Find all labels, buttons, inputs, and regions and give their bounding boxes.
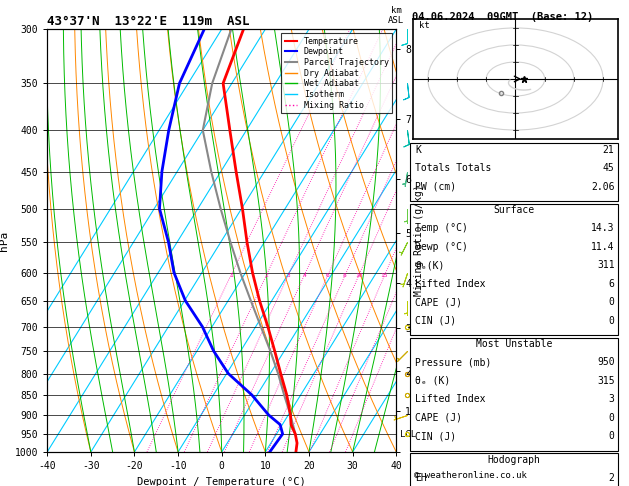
- Text: Most Unstable: Most Unstable: [476, 339, 552, 349]
- Text: © weatheronline.co.uk: © weatheronline.co.uk: [414, 471, 526, 480]
- Text: 0: 0: [609, 413, 615, 423]
- Text: 10: 10: [355, 273, 362, 278]
- Text: 4: 4: [303, 273, 306, 278]
- Text: 2: 2: [264, 273, 268, 278]
- Text: 04.06.2024  09GMT  (Base: 12): 04.06.2024 09GMT (Base: 12): [412, 12, 593, 22]
- Legend: Temperature, Dewpoint, Parcel Trajectory, Dry Adiabat, Wet Adiabat, Isotherm, Mi: Temperature, Dewpoint, Parcel Trajectory…: [281, 34, 392, 113]
- Text: 0: 0: [609, 316, 615, 326]
- Text: 6: 6: [609, 279, 615, 289]
- Y-axis label: hPa: hPa: [0, 230, 9, 251]
- Text: km
ASL: km ASL: [388, 5, 404, 25]
- Text: CIN (J): CIN (J): [415, 432, 456, 441]
- Text: 311: 311: [597, 260, 615, 270]
- Text: 6: 6: [326, 273, 330, 278]
- Text: 3: 3: [286, 273, 290, 278]
- Text: 21: 21: [603, 145, 615, 155]
- Text: 8: 8: [343, 273, 347, 278]
- Text: CIN (J): CIN (J): [415, 316, 456, 326]
- Text: kt: kt: [419, 21, 430, 30]
- Text: Dewp (°C): Dewp (°C): [415, 242, 468, 252]
- Text: 14.3: 14.3: [591, 224, 615, 233]
- Text: θₑ (K): θₑ (K): [415, 376, 450, 386]
- X-axis label: Dewpoint / Temperature (°C): Dewpoint / Temperature (°C): [137, 477, 306, 486]
- Text: 2: 2: [609, 473, 615, 483]
- Text: 45: 45: [603, 163, 615, 173]
- Text: Pressure (mb): Pressure (mb): [415, 358, 491, 367]
- Text: CAPE (J): CAPE (J): [415, 297, 462, 307]
- Text: 950: 950: [597, 358, 615, 367]
- Text: 1: 1: [229, 273, 233, 278]
- Text: 15: 15: [381, 273, 388, 278]
- Text: EH: EH: [415, 473, 427, 483]
- Text: θₑ(K): θₑ(K): [415, 260, 445, 270]
- Text: LCL: LCL: [400, 430, 416, 439]
- Text: 0: 0: [609, 432, 615, 441]
- Y-axis label: Mixing Ratio (g/kg): Mixing Ratio (g/kg): [414, 185, 424, 296]
- Text: 0: 0: [609, 297, 615, 307]
- Text: 3: 3: [609, 395, 615, 404]
- Text: Totals Totals: Totals Totals: [415, 163, 491, 173]
- Text: Temp (°C): Temp (°C): [415, 224, 468, 233]
- Text: PW (cm): PW (cm): [415, 181, 456, 191]
- Text: 11.4: 11.4: [591, 242, 615, 252]
- Text: K: K: [415, 145, 421, 155]
- Text: 43°37'N  13°22'E  119m  ASL: 43°37'N 13°22'E 119m ASL: [47, 15, 250, 28]
- Text: CAPE (J): CAPE (J): [415, 413, 462, 423]
- Text: 2.06: 2.06: [591, 181, 615, 191]
- Text: Hodograph: Hodograph: [487, 455, 540, 465]
- Text: Lifted Index: Lifted Index: [415, 395, 486, 404]
- Text: 315: 315: [597, 376, 615, 386]
- Text: Surface: Surface: [493, 205, 535, 215]
- Text: Lifted Index: Lifted Index: [415, 279, 486, 289]
